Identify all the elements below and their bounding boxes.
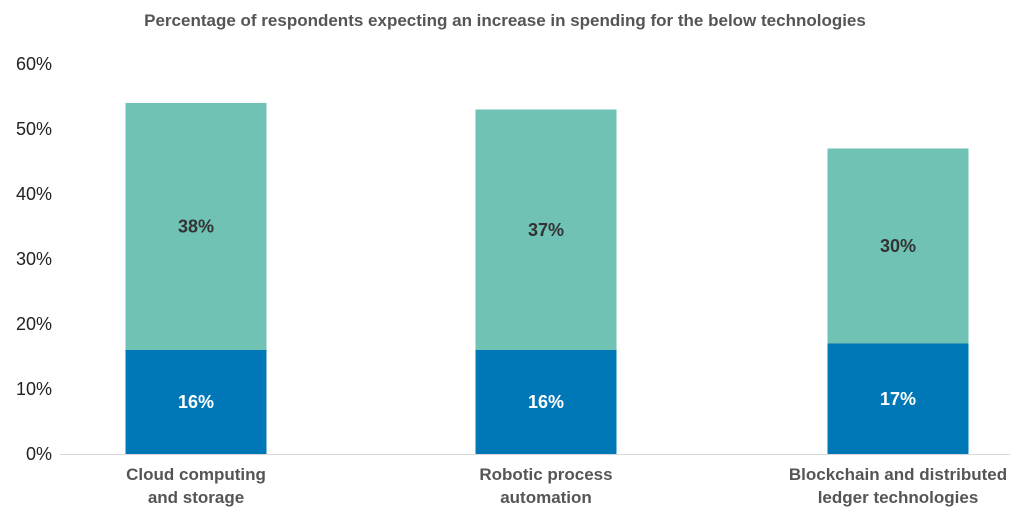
chart-title: Percentage of respondents expecting an i… bbox=[144, 11, 866, 30]
x-axis: Cloud computing and storage Robotic proces… bbox=[60, 454, 1010, 507]
y-tick-label: 60% bbox=[16, 54, 52, 74]
x-category-label: Blockchain and distributed ledger technol… bbox=[789, 465, 1007, 507]
bar-segment-lower bbox=[475, 350, 617, 454]
bar-data-label: 17% bbox=[880, 389, 916, 409]
y-tick-label: 50% bbox=[16, 119, 52, 139]
x-category-label: Robotic process automation bbox=[479, 465, 612, 507]
bar-segment-upper bbox=[827, 148, 969, 344]
bar-segment-upper bbox=[125, 103, 267, 350]
y-tick-label: 40% bbox=[16, 184, 52, 204]
y-tick-label: 30% bbox=[16, 249, 52, 269]
bar-segment-upper bbox=[475, 109, 617, 350]
y-tick-label: 20% bbox=[16, 314, 52, 334]
bar-data-label: 16% bbox=[528, 392, 564, 412]
bar-data-label: 37% bbox=[528, 220, 564, 240]
bar-data-label: 16% bbox=[178, 392, 214, 412]
y-tick-label: 10% bbox=[16, 379, 52, 399]
y-tick-label: 0% bbox=[26, 444, 52, 464]
bar-data-label: 38% bbox=[178, 217, 214, 237]
x-category-label: Cloud computing and storage bbox=[126, 465, 266, 507]
bar-data-label: 30% bbox=[880, 236, 916, 256]
bar-segment-lower bbox=[827, 343, 969, 454]
bars: 16% 38% 16% 37% 17% 30% bbox=[125, 103, 969, 454]
bar-segment-lower bbox=[125, 350, 267, 454]
y-axis: 0% 10% 20% 30% 40% 50% 60% bbox=[16, 54, 52, 464]
